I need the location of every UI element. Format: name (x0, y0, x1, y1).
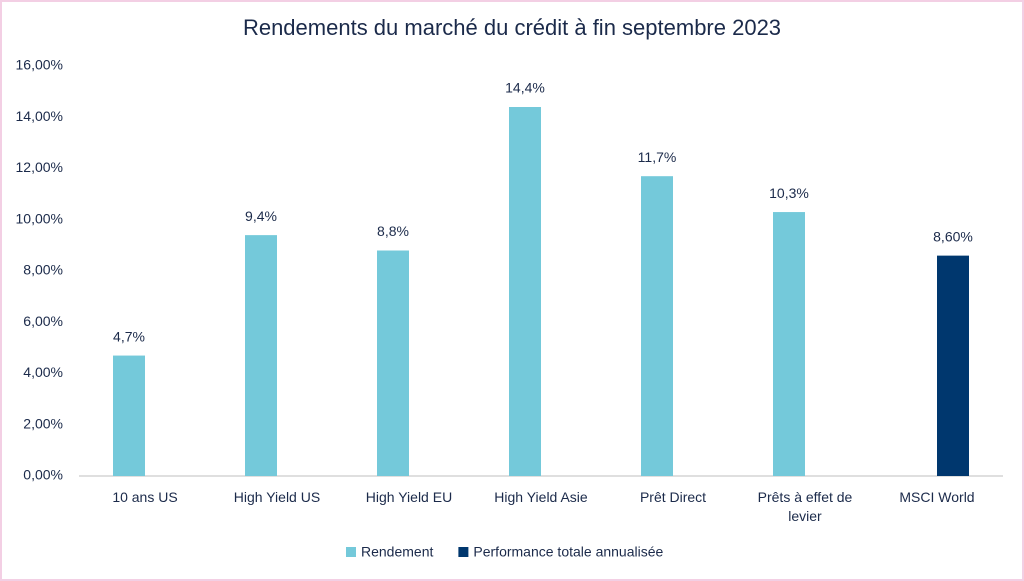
chart-title: Rendements du marché du crédit à fin sep… (243, 15, 781, 40)
value-label: 10,3% (769, 185, 809, 201)
bar (509, 107, 541, 476)
x-tick-label: High Yield EU (365, 489, 453, 505)
bar (377, 250, 409, 476)
bar (937, 255, 969, 476)
value-label: 11,7% (638, 149, 677, 165)
value-label: 9,4% (245, 208, 277, 224)
x-tick-label: High Yield Asie (494, 489, 588, 505)
y-tick-label: 16,00% (16, 57, 63, 73)
x-tick-label: Prêt Direct (639, 489, 707, 505)
x-tick-label: High Yield US (233, 489, 321, 505)
y-tick-label: 4,00% (23, 364, 63, 380)
x-tick-label: MSCI World (899, 489, 975, 505)
y-tick-label: 2,00% (23, 415, 63, 431)
y-tick-label: 8,00% (23, 262, 63, 278)
bar (773, 212, 805, 476)
y-tick-label: 0,00% (23, 467, 63, 483)
value-label: 8,8% (377, 223, 409, 239)
legend-label: Rendement (361, 544, 433, 560)
bar (113, 355, 145, 476)
y-tick-label: 12,00% (16, 159, 63, 175)
value-label: 4,7% (113, 328, 145, 344)
value-label: 14,4% (505, 80, 545, 96)
y-tick-label: 6,00% (23, 313, 63, 329)
legend-swatch (458, 547, 469, 557)
bar (641, 176, 673, 476)
legend-swatch (346, 547, 356, 557)
value-label: 8,60% (933, 228, 973, 244)
y-tick-label: 14,00% (16, 108, 63, 124)
x-tick-label: Prêts à effet de levier (757, 489, 853, 524)
x-tick-label: 10 ans US (112, 489, 178, 505)
legend-label: Performance totale annualisée (473, 544, 663, 560)
y-tick-label: 10,00% (16, 210, 63, 226)
bar (245, 235, 277, 476)
